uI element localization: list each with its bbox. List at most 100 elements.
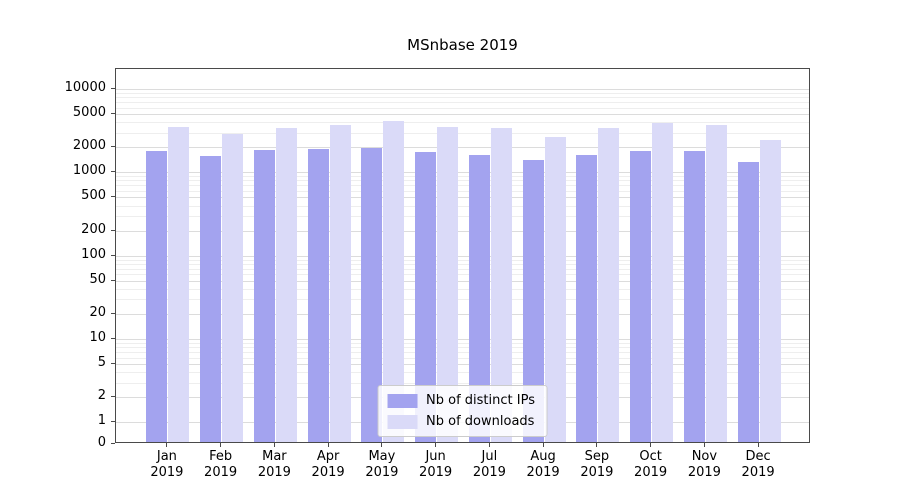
gridline-minor (116, 101, 809, 103)
x-tick-mark (488, 443, 490, 447)
bar-downloads-apr (329, 125, 351, 442)
y-tick-mark (111, 396, 115, 398)
bar-distinct-ips-dec (737, 162, 759, 442)
y-tick-label: 10000 (64, 80, 106, 95)
gridline-minor (116, 288, 809, 290)
bar-distinct-ips-jul (468, 154, 490, 442)
gridline-major (116, 197, 809, 199)
y-tick-mark (111, 363, 115, 365)
bar-downloads-may (383, 121, 405, 442)
gridline-major (116, 230, 809, 232)
gridline-major (116, 114, 809, 116)
x-tick-mark (542, 443, 544, 447)
y-tick-label: 1 (97, 413, 106, 429)
x-tick-label: Oct 2019 (634, 449, 668, 480)
y-tick-label: 5000 (72, 105, 106, 121)
x-tick-mark (327, 443, 329, 447)
gridline-minor (116, 190, 809, 192)
gridline-minor (116, 347, 809, 349)
bar-downloads-mar (275, 128, 297, 442)
y-tick-label: 2000 (72, 138, 106, 154)
gridline-minor (116, 97, 809, 99)
y-tick-label: 200 (81, 221, 106, 237)
gridline-minor (116, 263, 809, 265)
x-tick-label: Jul 2019 (472, 449, 506, 480)
x-tick-mark (166, 443, 168, 447)
legend-swatch-distinct-ips (387, 393, 418, 408)
bar-distinct-ips-jan (146, 151, 168, 442)
bar-distinct-ips-may (361, 148, 383, 442)
gridline-minor (116, 132, 809, 134)
x-tick-label: May 2019 (365, 449, 399, 480)
bar-distinct-ips-feb (200, 155, 222, 442)
x-tick-label: Aug 2019 (526, 449, 560, 480)
x-tick-label: Jun 2019 (419, 449, 453, 480)
gridline-minor (116, 107, 809, 109)
x-tick-mark (596, 443, 598, 447)
bar-distinct-ips-aug (522, 159, 544, 442)
y-tick-label: 500 (81, 188, 106, 204)
x-tick-label: Mar 2019 (257, 449, 291, 480)
gridline-minor (116, 299, 809, 301)
x-tick-mark (757, 443, 759, 447)
y-tick-label: 1000 (72, 163, 106, 179)
gridline-minor (116, 122, 809, 124)
y-tick-label: 2 (97, 388, 106, 404)
bar-distinct-ips-oct (630, 151, 652, 442)
x-tick-mark (703, 443, 705, 447)
y-tick-label: 10 (89, 330, 106, 345)
x-tick-label: Nov 2019 (687, 449, 721, 480)
bar-downloads-dec (759, 140, 781, 442)
y-tick-label: 5 (97, 355, 106, 371)
bar-downloads-oct (652, 123, 674, 442)
gridline-major (116, 172, 809, 174)
legend-label-downloads: Nb of downloads (426, 414, 535, 429)
y-tick-mark (111, 312, 115, 314)
bar-distinct-ips-jun (415, 152, 437, 442)
bar-distinct-ips-apr (307, 149, 329, 442)
legend-item-distinct-ips: Nb of distinct IPs (387, 393, 535, 408)
gridline-major (116, 364, 809, 366)
x-tick-label: Apr 2019 (311, 449, 345, 480)
bar-downloads-jul (490, 128, 512, 442)
bar-distinct-ips-sep (576, 154, 598, 442)
gridline-minor (116, 351, 809, 353)
gridline-minor (116, 92, 809, 94)
gridline-major (116, 89, 809, 90)
gridline-minor (116, 357, 809, 359)
bar-downloads-aug (544, 136, 566, 442)
y-tick-mark (111, 113, 115, 115)
bar-downloads-jan (168, 127, 190, 442)
gridline-minor (116, 382, 809, 384)
x-tick-label: Jan 2019 (150, 449, 184, 480)
legend: Nb of distinct IPs Nb of downloads (377, 385, 548, 437)
gridline-minor (116, 259, 809, 261)
y-tick-label: 100 (81, 246, 106, 262)
gridline-minor (116, 372, 809, 374)
x-tick-label: Sep 2019 (580, 449, 614, 480)
bar-downloads-jun (437, 127, 459, 442)
y-tick-mark (111, 254, 115, 256)
y-tick-mark (111, 443, 115, 444)
x-tick-mark (220, 443, 222, 447)
x-tick-mark (273, 443, 275, 447)
gridline-minor (116, 205, 809, 207)
bar-downloads-sep (598, 128, 620, 442)
x-tick-label: Dec 2019 (741, 449, 775, 480)
gridline-minor (116, 185, 809, 187)
gridline-major (116, 255, 809, 257)
y-tick-mark (111, 338, 115, 339)
chart-title: MSnbase 2019 (407, 36, 518, 54)
bar-downloads-nov (705, 125, 727, 442)
gridline-minor (116, 274, 809, 276)
x-tick-label: Feb 2019 (204, 449, 238, 480)
y-tick-label: 0 (97, 435, 106, 450)
plot-area: Nb of distinct IPs Nb of downloads (115, 68, 810, 443)
bar-distinct-ips-nov (683, 151, 705, 442)
y-tick-mark (111, 279, 115, 281)
legend-label-distinct-ips: Nb of distinct IPs (426, 393, 535, 408)
y-tick-mark (111, 421, 115, 423)
gridline-minor (116, 268, 809, 270)
bar-distinct-ips-mar (253, 150, 275, 442)
